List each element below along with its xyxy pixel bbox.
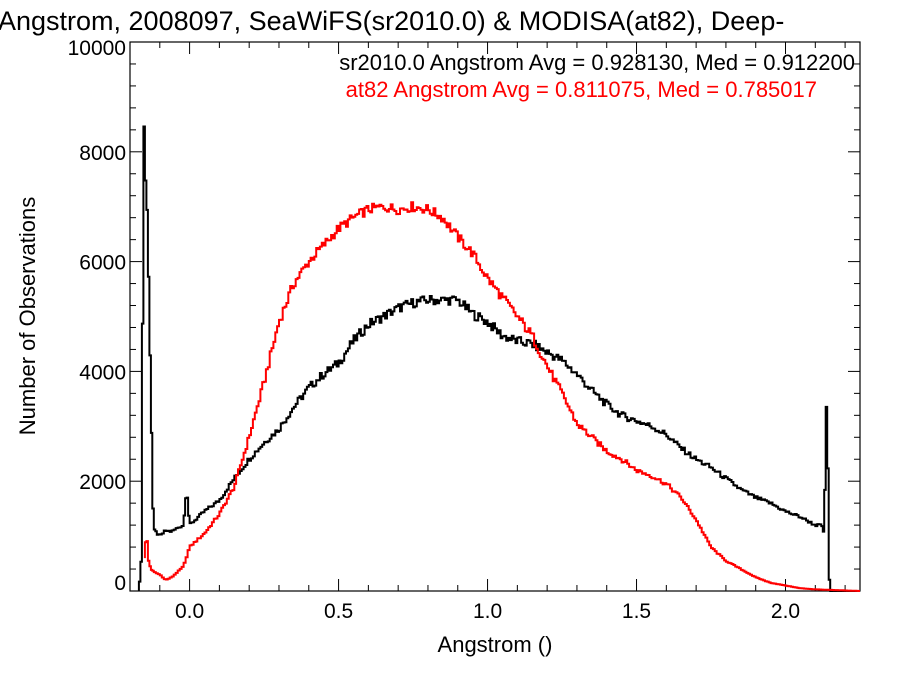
x-axis: 0.0 0.5 1.0 1.5 2.0 xyxy=(129,42,846,623)
y-axis: 0 2000 4000 6000 8000 10000 xyxy=(68,37,860,595)
y-tick-label: 0 xyxy=(114,572,126,595)
y-axis-label: Number of Observations xyxy=(15,197,40,435)
plot-frame xyxy=(129,41,861,592)
y-tick-label: 4000 xyxy=(79,361,126,384)
x-tick-label: 2.0 xyxy=(771,600,800,623)
x-tick-label: 0.5 xyxy=(324,600,353,623)
series-layer xyxy=(137,125,860,592)
x-axis-label: Angstrom () xyxy=(438,632,553,657)
y-tick-label: 8000 xyxy=(79,142,126,165)
y-tick-label: 6000 xyxy=(79,252,126,275)
stats-annotation-red: at82 Angstrom Avg = 0.811075, Med = 0.78… xyxy=(346,77,817,102)
y-tick-label: 10000 xyxy=(68,37,126,60)
x-tick-label: 0.0 xyxy=(175,600,204,623)
series-line-red xyxy=(143,201,860,592)
stats-annotation-black: sr2010.0 Angstrom Avg = 0.928130, Med = … xyxy=(339,50,855,75)
series-line-black xyxy=(137,125,860,592)
chart-title: Angstrom, 2008097, SeaWiFS(sr2010.0) & M… xyxy=(0,6,784,36)
x-tick-label: 1.5 xyxy=(622,600,651,623)
x-tick-label: 1.0 xyxy=(473,600,502,623)
y-tick-label: 2000 xyxy=(79,471,126,494)
